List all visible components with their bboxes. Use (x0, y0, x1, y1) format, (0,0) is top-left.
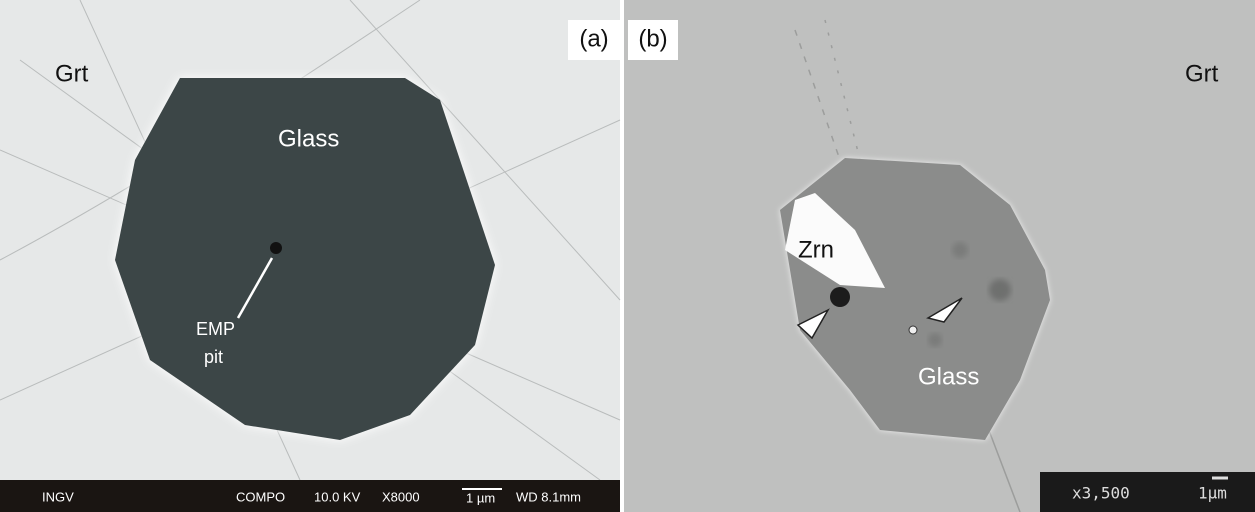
bubble (989, 279, 1011, 301)
footer-text: WD 8.1mm (516, 489, 581, 504)
emp-pit (270, 242, 282, 254)
label: Zrn (798, 236, 834, 263)
label: Glass (278, 125, 339, 152)
footer-text: 10.0 KV (314, 489, 361, 504)
panel-b: (b) Grt Zrn Glass x3,500 1µm (624, 0, 1255, 512)
label: Glass (918, 363, 979, 390)
footer-text: x3,500 (1072, 484, 1130, 503)
footer-text: 1 µm (466, 490, 495, 505)
panel-tag: (a) (579, 25, 608, 52)
label: EMP (196, 319, 235, 339)
footer-text: 1µm (1198, 484, 1227, 503)
label: Grt (1185, 60, 1219, 87)
bubble (909, 326, 917, 334)
label: Grt (55, 60, 89, 87)
footer-text: INGV (42, 489, 74, 504)
panel-a: (a) Grt Glass EMP pit INGV COMPO 10.0 KV… (0, 0, 620, 512)
page: (a) Grt Glass EMP pit INGV COMPO 10.0 KV… (0, 0, 1255, 512)
footer-text: X8000 (382, 489, 420, 504)
footer-text: COMPO (236, 489, 285, 504)
bubble (928, 333, 942, 347)
figure: (a) Grt Glass EMP pit INGV COMPO 10.0 KV… (0, 0, 1255, 512)
label: pit (204, 347, 223, 367)
bubble (952, 242, 968, 258)
panel-tag: (b) (638, 25, 667, 52)
bubble (830, 287, 850, 307)
